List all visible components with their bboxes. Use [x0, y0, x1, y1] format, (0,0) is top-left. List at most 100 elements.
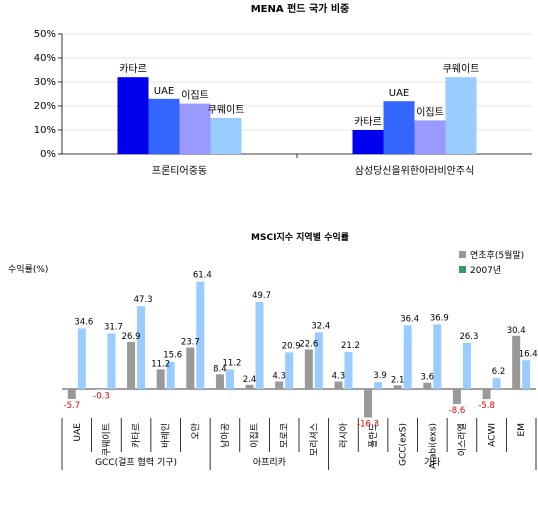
category-label: 쿠웨이트: [100, 423, 112, 456]
category-label: GCC(exS): [399, 423, 409, 466]
data-label-ytd: 2.4: [243, 375, 257, 385]
group-label: 프론티어중동: [152, 165, 207, 177]
category-label: EM: [517, 423, 527, 436]
category-label: 바레인: [161, 423, 172, 448]
data-label-ytd: 22.6: [299, 339, 318, 349]
y-tick-label: 50%: [34, 29, 56, 40]
bar-ytd: [393, 385, 402, 389]
bar: [117, 77, 149, 154]
bar-ytd: [482, 389, 491, 400]
data-label-ytd: 23.7: [181, 338, 200, 348]
bar-ytd: [423, 382, 432, 389]
chart2-y-axis-label: 수익률(%): [8, 263, 48, 275]
bar: [383, 101, 415, 154]
data-label-2007: 31.7: [104, 323, 123, 333]
data-label-2007: 3.9: [373, 371, 387, 381]
bar-2007: [492, 378, 501, 389]
category-label: 이스라엘: [457, 423, 468, 456]
chart1-group-labels: 프론티어중동 삼성당신을위한아라비안주식: [152, 164, 474, 177]
data-label-ytd: 11.2: [151, 359, 170, 369]
legend-swatch: [459, 266, 466, 273]
category-label: 카타르: [131, 423, 142, 448]
y-tick-label: 30%: [34, 77, 56, 88]
bar-2007: [374, 382, 383, 389]
bar-ytd: [275, 381, 284, 389]
bar: [445, 77, 477, 154]
data-label-2007: 34.6: [74, 317, 93, 327]
bar-ytd: [67, 389, 76, 399]
data-label-2007: 36.4: [400, 314, 419, 324]
y-tick-label: 10%: [34, 125, 56, 136]
data-label-ytd: -0.3: [93, 392, 110, 402]
data-label-2007: 16.4: [519, 349, 538, 359]
bar-ytd: [512, 335, 521, 389]
bar: [179, 103, 211, 154]
chart2-title: MSCI지수 지역별 수익률: [251, 231, 349, 243]
region-label: GCC(걸프 협력 기구): [95, 456, 177, 468]
bar-series-label: 쿠웨이트: [208, 104, 245, 116]
bar-2007: [522, 360, 531, 389]
legend-swatch: [459, 251, 466, 258]
bar-2007: [285, 352, 294, 389]
data-label-ytd: 2.1: [391, 375, 405, 385]
category-label: 오만: [190, 423, 201, 440]
bar: [148, 98, 180, 154]
bar-ytd: [364, 389, 373, 418]
bar-ytd: [452, 389, 461, 405]
bar-2007: [462, 342, 471, 389]
bar-2007: [137, 306, 146, 389]
data-label-ytd: 4.3: [272, 371, 286, 381]
category-label: 이집트: [249, 423, 261, 448]
chart1-title: MENA 펀드 국가 비중: [251, 2, 350, 15]
chart1-bars: [117, 77, 477, 154]
chart1-y-tick-labels: 0% 10% 20% 30% 40% 50%: [34, 29, 56, 160]
data-label-2007: 20.9: [282, 341, 301, 351]
bar-series-label: 쿠웨이트: [443, 63, 480, 75]
bar-2007: [403, 325, 412, 389]
bar-ytd: [304, 349, 313, 389]
chart2-data-labels: -5.734.6-0.331.726.947.311.215.623.761.4…: [64, 271, 538, 430]
data-label-2007: 15.6: [163, 351, 182, 361]
bar-ytd: [186, 347, 195, 389]
data-label-2007: 61.4: [193, 271, 212, 281]
data-label-2007: 47.3: [134, 295, 153, 305]
data-label-2007: 6.2: [492, 367, 506, 377]
category-label: 러시아: [338, 422, 349, 448]
bar: [352, 130, 384, 154]
data-label-ytd: -5.7: [64, 401, 81, 411]
group-label: 삼성당신을위한아라비안주식: [355, 164, 475, 177]
data-label-ytd: -16.3: [357, 420, 379, 430]
chart2-category-labels: UAE 쿠웨이트 카타르 바레인 오만 남아공 이집트 모로코 모리셔스 러시아 폴란드 GCC(ex…: [73, 422, 527, 469]
bar-ytd: [215, 374, 224, 389]
data-label-ytd: 8.4: [213, 364, 227, 374]
chart2-bars: [67, 281, 531, 418]
bar-series-label: 이집트: [416, 106, 444, 118]
bar-2007: [225, 369, 234, 389]
bar: [414, 120, 446, 154]
data-label-ytd: -5.8: [478, 401, 495, 411]
category-label: 폴란드: [367, 423, 379, 448]
data-label-2007: 11.2: [222, 358, 241, 368]
bar-ytd: [334, 381, 343, 389]
bar-series-label: 이집트: [181, 90, 209, 102]
data-label-2007: 49.7: [252, 291, 271, 301]
data-label-ytd: -8.6: [449, 406, 466, 416]
data-label-2007: 26.3: [459, 332, 478, 342]
bar-ytd: [127, 341, 136, 389]
category-label: 모리셔스: [309, 423, 320, 456]
bar-series-label: 카타르: [119, 63, 147, 75]
bar-ytd: [156, 369, 165, 389]
bar-2007: [255, 302, 264, 389]
data-label-2007: 36.9: [430, 313, 449, 323]
data-label-2007: 21.2: [341, 341, 360, 351]
chart2-region-labels: GCC(걸프 협력 기구) 아프리카 기타: [95, 456, 441, 468]
bar-2007: [166, 361, 175, 389]
bar-series-label: UAE: [389, 88, 409, 99]
bar-series-label: UAE: [154, 86, 174, 97]
data-label-ytd: 30.4: [507, 326, 526, 336]
bar-2007: [107, 333, 116, 389]
bar-2007: [344, 351, 353, 389]
data-label-ytd: 4.3: [332, 371, 346, 381]
